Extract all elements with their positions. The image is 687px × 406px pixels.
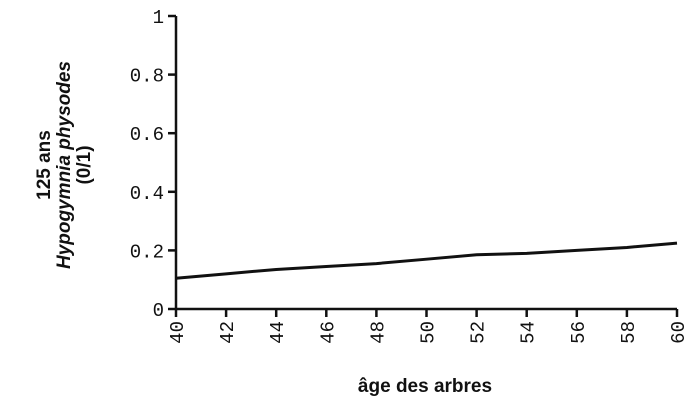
x-tick-label: 48 xyxy=(367,321,389,344)
line xyxy=(175,241,678,280)
x-tick-label: 44 xyxy=(267,321,289,344)
y-label-line: Hypogymnia physodes xyxy=(54,61,75,269)
y-tick-label: 0.6 xyxy=(130,124,164,146)
y-tick-label: 0.4 xyxy=(130,183,164,205)
y-axis-label: 125 ans Hypogymnia physodes (0/1) xyxy=(34,61,95,269)
x-tick-label: 50 xyxy=(418,321,440,344)
x-tick-label: 58 xyxy=(618,321,640,344)
x-tick-label: 52 xyxy=(468,321,490,344)
x-tick-label: 42 xyxy=(217,321,239,344)
x-axis-label: âge des arbres xyxy=(358,376,492,397)
x-tick-label: 56 xyxy=(568,321,590,344)
x-tick-label: 54 xyxy=(518,321,540,344)
x-tick-label: 40 xyxy=(167,321,189,344)
y-tick-label: 1 xyxy=(153,7,164,29)
y-label-line: (0/1) xyxy=(74,145,95,184)
x-tick-label: 60 xyxy=(668,321,687,344)
y-tick-label: 0.2 xyxy=(130,241,164,263)
y-tick-label: 0.8 xyxy=(130,66,164,88)
y-label-line: 125 ans xyxy=(34,130,55,200)
x-tick-label: 46 xyxy=(317,321,339,344)
y-tick-label: 0 xyxy=(153,300,164,322)
